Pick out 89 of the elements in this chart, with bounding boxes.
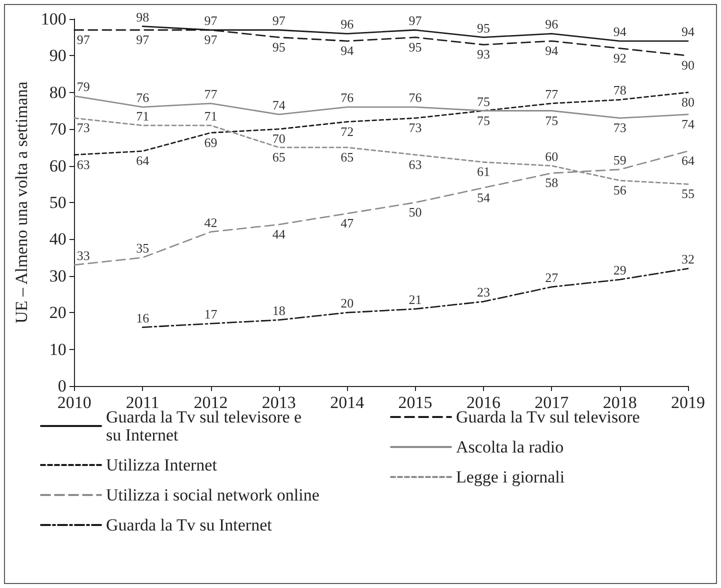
data-label: 92 <box>613 50 626 66</box>
legend-label: Guarda la Tv su Internet <box>106 516 272 534</box>
data-label: 75 <box>545 112 558 128</box>
data-label: 73 <box>613 120 626 136</box>
y-tick-label: 40 <box>49 230 66 249</box>
data-label: 35 <box>136 240 150 256</box>
data-label: 77 <box>204 86 218 102</box>
data-label: 77 <box>545 86 559 102</box>
data-label: 47 <box>340 216 354 231</box>
x-tick-label: 2014 <box>330 393 365 412</box>
data-label: 16 <box>136 310 150 326</box>
data-label: 72 <box>340 124 354 139</box>
data-label: 29 <box>613 262 626 278</box>
y-tick-label: 60 <box>49 156 66 176</box>
y-tick-label: 100 <box>40 10 66 28</box>
data-label: 33 <box>76 248 90 263</box>
data-label: 96 <box>340 16 354 32</box>
data-label: 97 <box>272 13 286 28</box>
data-label: 76 <box>340 90 354 106</box>
x-tick-label: 2019 <box>671 393 705 412</box>
data-label: 71 <box>204 108 218 124</box>
data-label: 63 <box>76 156 90 172</box>
data-label: 94 <box>545 43 559 58</box>
data-label: 65 <box>340 149 354 164</box>
y-axis-title: UE – Almeno una volta a settimana <box>12 81 31 324</box>
y-tick-label: 90 <box>49 46 66 66</box>
data-label: 65 <box>272 149 286 164</box>
data-label: 80 <box>682 94 694 110</box>
y-tick-label: 20 <box>49 303 66 322</box>
data-label: 98 <box>136 9 150 24</box>
data-label: 74 <box>272 97 286 112</box>
data-label: 23 <box>476 284 490 300</box>
data-label: 95 <box>476 20 490 36</box>
data-label: 64 <box>682 153 695 168</box>
data-label: 59 <box>613 152 626 168</box>
y-tick-label: 70 <box>49 120 66 139</box>
data-label: 94 <box>613 24 627 40</box>
data-label: 75 <box>476 112 490 128</box>
data-label: 64 <box>136 153 150 168</box>
data-label: 44 <box>272 226 286 242</box>
data-label: 97 <box>408 13 422 28</box>
data-label: 97 <box>204 13 218 28</box>
data-label: 58 <box>545 175 558 190</box>
data-label: 94 <box>340 43 354 58</box>
data-label: 55 <box>682 186 694 202</box>
data-label: 50 <box>408 204 422 220</box>
data-label: 32 <box>682 252 694 267</box>
data-label: 97 <box>204 32 218 48</box>
y-tick-label: 0 <box>58 376 66 396</box>
data-label: 56 <box>613 182 627 198</box>
legend-label: Utilizza i social network online <box>106 486 320 504</box>
data-label: 70 <box>272 131 286 146</box>
data-label: 96 <box>545 16 559 32</box>
legend-label: Legge i giornali <box>456 468 565 486</box>
data-label: 74 <box>682 116 695 132</box>
legend-label: Utilizza Internet <box>106 456 218 474</box>
data-label: 75 <box>476 94 490 109</box>
data-label: 76 <box>408 90 422 106</box>
data-label: 97 <box>136 32 150 48</box>
data-label: 95 <box>408 39 422 54</box>
data-label: 97 <box>76 32 90 48</box>
data-label: 42 <box>204 214 218 230</box>
y-tick-label: 50 <box>49 193 66 212</box>
y-tick-label: 10 <box>49 340 66 359</box>
data-label: 95 <box>272 39 286 54</box>
data-label: 54 <box>476 190 490 205</box>
data-label: 79 <box>76 79 90 94</box>
data-label: 60 <box>545 148 558 164</box>
legend-label: Ascolta la radio <box>456 438 564 456</box>
data-label: 73 <box>408 120 422 136</box>
x-tick-label: 2015 <box>398 393 432 412</box>
data-label: 63 <box>408 156 422 172</box>
data-label: 90 <box>682 58 694 73</box>
data-label: 27 <box>545 270 559 285</box>
data-label: 93 <box>476 46 490 62</box>
data-label: 21 <box>408 292 422 307</box>
data-label: 76 <box>136 90 150 106</box>
data-label: 17 <box>204 306 218 322</box>
data-label: 73 <box>76 120 90 136</box>
data-label: 20 <box>340 296 354 311</box>
data-label: 61 <box>476 164 490 180</box>
y-tick-label: 30 <box>49 266 66 286</box>
data-label: 71 <box>136 108 150 124</box>
x-tick-label: 2010 <box>57 393 92 412</box>
y-tick-label: 80 <box>49 82 66 102</box>
data-label: 18 <box>272 302 286 318</box>
data-label: 78 <box>613 82 626 98</box>
data-label: 94 <box>682 24 695 40</box>
data-label: 69 <box>204 134 218 150</box>
